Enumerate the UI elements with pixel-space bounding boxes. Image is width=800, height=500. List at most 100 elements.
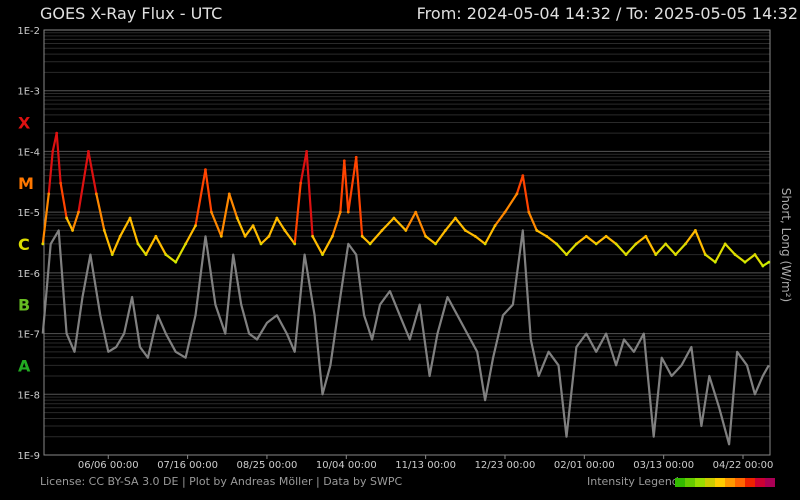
series-long-point [674, 253, 677, 256]
series-long-segment [694, 229, 707, 256]
series-long-segment [164, 253, 177, 264]
series-long-point [275, 216, 279, 220]
plot-area [41, 131, 771, 446]
series-long-segment [65, 216, 74, 232]
series-long-point [463, 229, 467, 232]
series-long-segment [136, 242, 148, 256]
series-long-segment [361, 235, 372, 245]
x-axis-ticks: 06/06 00:00 07/16 00:00 08/25 00:00 10/04 0… [78, 460, 774, 471]
series-long-point [644, 234, 648, 238]
y-tick-label: 1E-7 [17, 330, 40, 341]
legend-swatch [765, 478, 775, 487]
y-tick-label: 1E-8 [17, 390, 40, 401]
series-long-segment [380, 216, 395, 232]
series-long-segment [654, 242, 667, 256]
series-long-point [118, 234, 122, 238]
series-long-point [311, 234, 314, 238]
license-footer: License: CC BY-SA 3.0 DE | Plot by Andre… [40, 475, 403, 488]
series-long-point [204, 168, 207, 172]
series-long-segment [343, 159, 350, 214]
series-long-point [767, 260, 771, 264]
series-long-segment [103, 229, 114, 256]
grid [43, 29, 771, 459]
x-tick-label: 02/01 00:00 [554, 460, 615, 471]
intensity-legend [675, 478, 775, 487]
series-long-point [102, 229, 106, 232]
series-long-segment [71, 211, 80, 232]
series-long-point [251, 224, 255, 228]
series-long-point [753, 253, 757, 256]
legend-swatch [745, 478, 755, 487]
series-long-segment [244, 224, 255, 238]
series-long-point [227, 192, 231, 196]
x-tick-label: 07/16 00:00 [157, 460, 218, 471]
series-long-segment [77, 150, 90, 214]
series-long-segment [283, 229, 296, 245]
series-long-segment [299, 150, 308, 185]
series-long-point [761, 264, 765, 268]
series-long-point [55, 131, 59, 135]
series-long-point [574, 242, 578, 246]
series-long-point [305, 150, 309, 153]
series-long-segment [392, 216, 407, 232]
series-long-point [338, 210, 342, 214]
series-long-point [51, 150, 55, 153]
series-long-segment [228, 192, 239, 220]
series-long-segment [634, 235, 647, 245]
series-long-segment [484, 224, 497, 245]
series-long-segment [321, 235, 334, 256]
series-long-segment [674, 242, 687, 256]
series-long-segment [194, 168, 207, 227]
series-long-point [293, 242, 297, 246]
series-long-point [565, 253, 568, 256]
series-long-point [71, 229, 74, 232]
legend-swatch [755, 478, 765, 487]
series-long-point [634, 242, 638, 246]
series-long-segment [424, 235, 437, 245]
series-long-point [331, 234, 334, 238]
series-long-point [235, 216, 239, 220]
series-short-line [41, 229, 770, 446]
y-tick-label: 1E-2 [17, 26, 40, 37]
series-long-point [521, 174, 525, 177]
series-long-point [59, 181, 63, 185]
series-long-point [360, 234, 364, 238]
series-long-segment [111, 235, 122, 256]
series-long-point [243, 234, 247, 238]
series-long-point [684, 242, 687, 246]
series-long-point [346, 210, 350, 214]
series-long-point [404, 229, 408, 232]
legend-swatch [675, 478, 685, 487]
series-long-segment [464, 229, 477, 238]
series-long-point [219, 234, 223, 238]
series-long-point [136, 242, 140, 246]
series-long-segment [87, 150, 98, 195]
series-long-segment [128, 216, 140, 245]
x-tick-label: 06/06 00:00 [78, 460, 139, 471]
y-axis-label: Short, Long (W/m²) [779, 188, 793, 302]
series-long-point [555, 242, 558, 246]
legend-swatch [735, 478, 745, 487]
legend-swatch [725, 478, 735, 487]
series-long-point [743, 260, 747, 264]
series-long-point [65, 216, 69, 220]
x-tick-label: 03/13 00:00 [633, 460, 694, 471]
series-long-point [493, 224, 497, 228]
series-long-segment [220, 192, 231, 238]
legend-swatch [695, 478, 705, 487]
series-long-segment [575, 235, 588, 245]
series-long-segment [95, 192, 106, 232]
series-long-point [184, 242, 188, 246]
series-long-point [110, 253, 114, 256]
flare-class-x: X [18, 113, 31, 132]
series-long-point [503, 210, 507, 214]
y-axis-ticks: 1E-9 1E-8 1E-7 1E-6 1E-5 1E-4 1E-3 1E-2 [17, 26, 40, 462]
series-long-point [41, 242, 45, 246]
series-long-point [733, 253, 737, 256]
series-long-point [434, 242, 437, 246]
series-long-segment [545, 235, 558, 245]
series-long-point [723, 242, 727, 246]
series-long-segment [144, 235, 157, 256]
series-long-point [283, 229, 287, 232]
